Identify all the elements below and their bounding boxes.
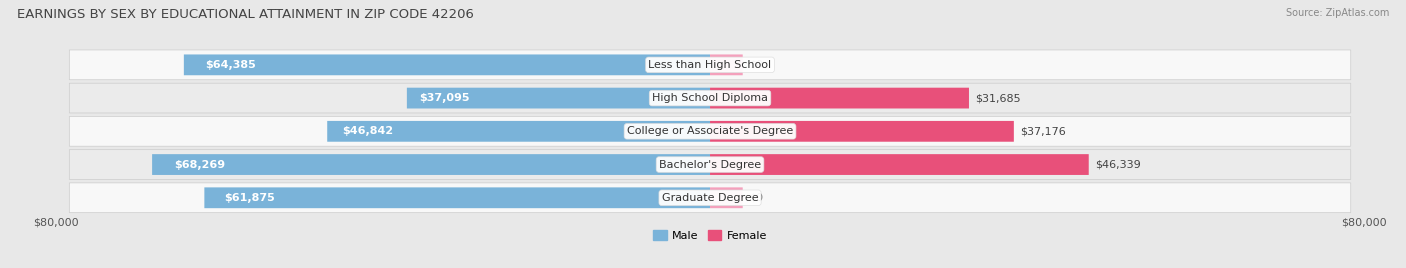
FancyBboxPatch shape — [69, 83, 1351, 113]
Text: EARNINGS BY SEX BY EDUCATIONAL ATTAINMENT IN ZIP CODE 42206: EARNINGS BY SEX BY EDUCATIONAL ATTAINMEN… — [17, 8, 474, 21]
FancyBboxPatch shape — [406, 88, 710, 109]
Text: $64,385: $64,385 — [205, 60, 256, 70]
Text: Graduate Degree: Graduate Degree — [662, 193, 758, 203]
Text: $46,842: $46,842 — [343, 126, 394, 136]
Text: Source: ZipAtlas.com: Source: ZipAtlas.com — [1285, 8, 1389, 18]
FancyBboxPatch shape — [710, 154, 1088, 175]
FancyBboxPatch shape — [152, 154, 710, 175]
Text: $0: $0 — [749, 60, 763, 70]
FancyBboxPatch shape — [710, 88, 969, 109]
FancyBboxPatch shape — [69, 183, 1351, 213]
Text: Less than High School: Less than High School — [648, 60, 772, 70]
Text: $68,269: $68,269 — [174, 159, 225, 170]
Text: Bachelor's Degree: Bachelor's Degree — [659, 159, 761, 170]
Text: High School Diploma: High School Diploma — [652, 93, 768, 103]
FancyBboxPatch shape — [69, 150, 1351, 180]
FancyBboxPatch shape — [204, 187, 710, 208]
Legend: Male, Female: Male, Female — [648, 226, 772, 245]
FancyBboxPatch shape — [69, 116, 1351, 146]
FancyBboxPatch shape — [710, 121, 1014, 142]
FancyBboxPatch shape — [710, 54, 742, 75]
Text: $31,685: $31,685 — [976, 93, 1021, 103]
Text: $46,339: $46,339 — [1095, 159, 1142, 170]
FancyBboxPatch shape — [710, 187, 742, 208]
Text: $0: $0 — [749, 193, 763, 203]
Text: $37,176: $37,176 — [1021, 126, 1066, 136]
FancyBboxPatch shape — [69, 50, 1351, 80]
FancyBboxPatch shape — [184, 54, 710, 75]
Text: $37,095: $37,095 — [419, 93, 470, 103]
Text: $61,875: $61,875 — [225, 193, 276, 203]
Text: College or Associate's Degree: College or Associate's Degree — [627, 126, 793, 136]
FancyBboxPatch shape — [328, 121, 710, 142]
